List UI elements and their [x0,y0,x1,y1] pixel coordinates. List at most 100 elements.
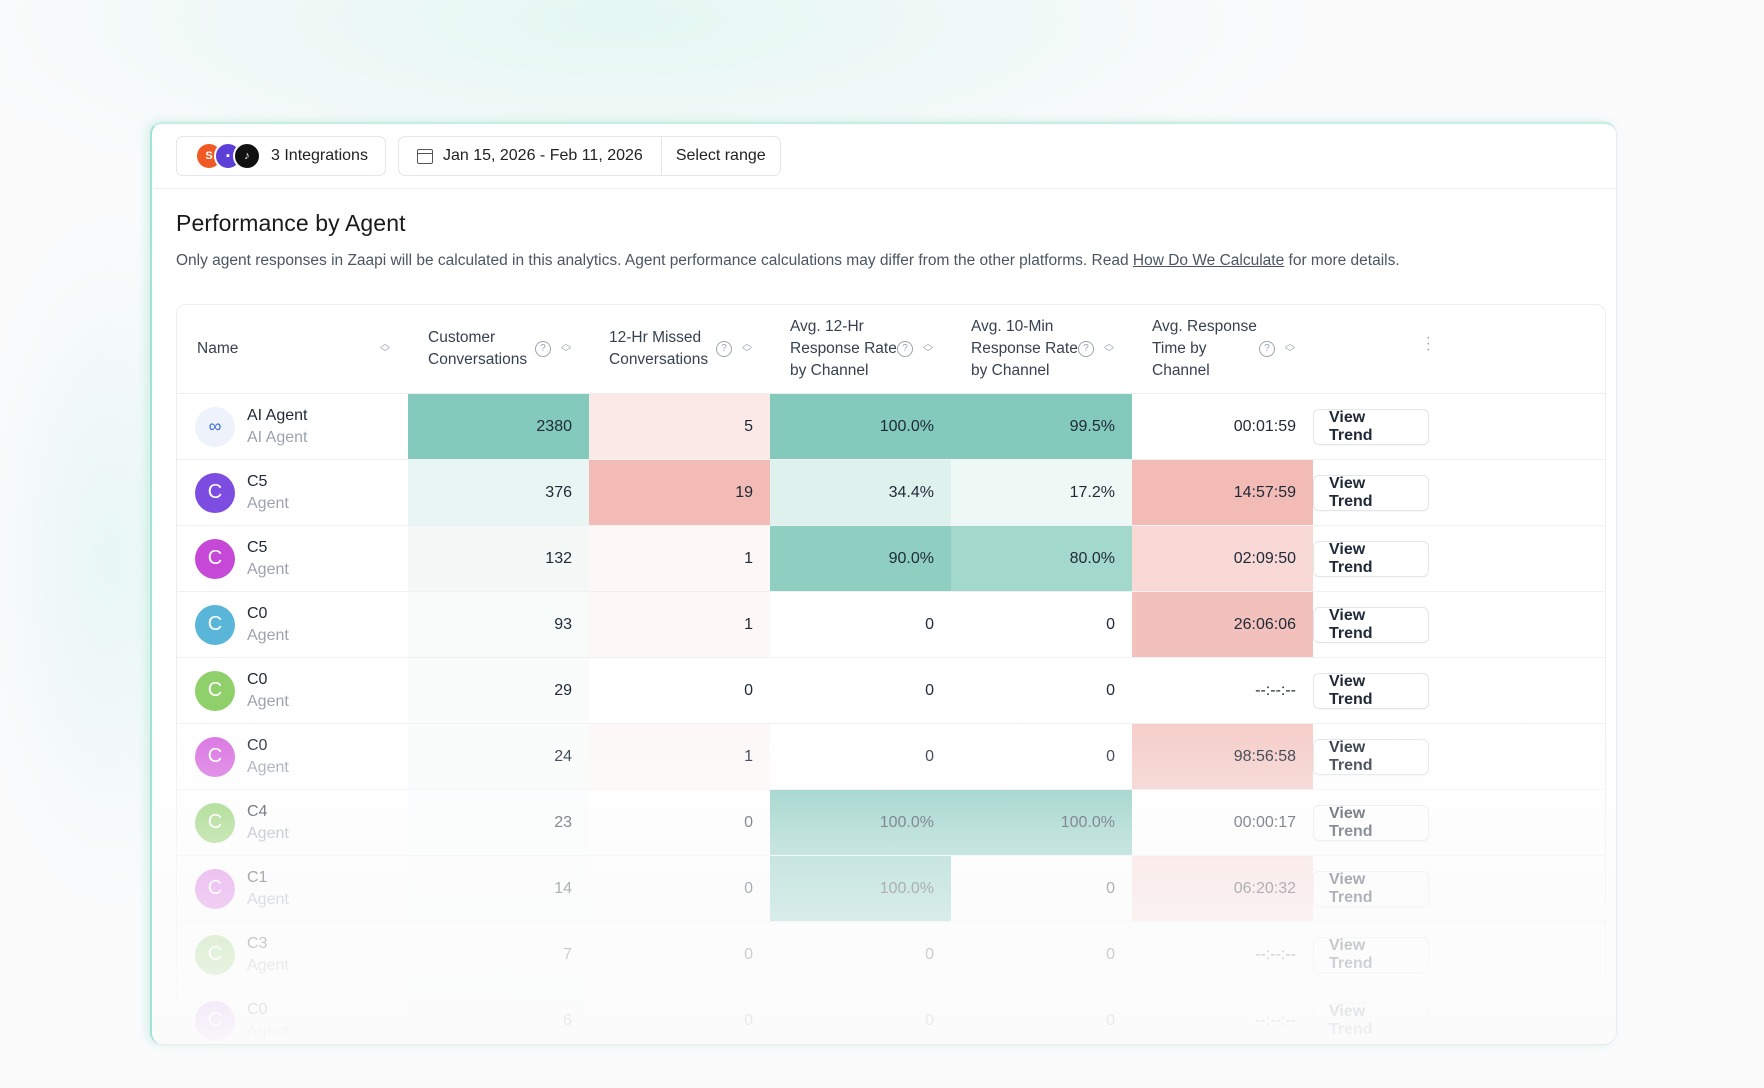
missed-conversations-cell: 0 [589,856,770,921]
column-header-response-rate-12hr[interactable]: Avg. 12-Hr Response Rate by Channel? ︿ ﹀ [770,305,951,393]
view-trend-button[interactable]: View Trend [1313,474,1429,511]
missed-conversations-cell: 0 [589,658,770,723]
integrations-filter-button[interactable]: S ▪ ♪ 3 Integrations [176,136,386,176]
avatar: C [195,934,235,975]
response-rate-12hr-cell: 100.0% [770,856,951,921]
response-time-cell: 26:06:06 [1132,592,1313,657]
column-controls: ︿ ﹀ [380,339,390,359]
table-header: Name ︿ ﹀ Customer Conversations? ︿ ﹀ 12-Hr Mis… [177,305,1605,394]
column-header-customer-conversations[interactable]: Customer Conversations? ︿ ﹀ [408,305,589,393]
agent-role: Agent [247,692,289,710]
date-range-picker[interactable]: Jan 15, 2026 - Feb 11, 2026 Select range [397,136,781,176]
agent-name-block: C3 Agent [247,933,289,977]
agent-role: Agent [247,626,289,644]
avatar: C [195,472,235,513]
view-trend-button[interactable]: View Trend [1313,672,1429,709]
response-rate-10min-cell: 0 [951,856,1132,921]
view-trend-button[interactable]: View Trend [1313,738,1429,775]
response-time-cell: 06:20:32 [1132,856,1313,921]
agent-name-cell: ∞ AI Agent AI Agent [177,394,408,459]
avatar: C [195,670,235,711]
view-trend-button[interactable]: View Trend [1313,540,1429,577]
customer-conversations-cell: 376 [408,460,589,525]
help-icon[interactable]: ? [716,341,732,357]
description-suffix: for more details. [1284,252,1400,269]
view-trend-button[interactable]: View Trend [1313,936,1429,973]
agent-name: C0 [247,1000,268,1018]
missed-conversations-cell: 0 [589,790,770,855]
help-icon[interactable]: ? [897,341,913,357]
response-rate-10min-cell: 100.0% [951,790,1132,855]
view-trend-button[interactable]: View Trend [1313,1002,1429,1039]
table-row: C C5 Agent 132 1 90.0% 80.0% 02:09:50 View Trend [177,526,1605,592]
analytics-card: S ▪ ♪ 3 Integrations Jan 15, 2026 - Feb … [150,122,1616,1044]
response-rate-12hr-cell: 0 [770,922,951,987]
response-time-cell: --:--:-- [1132,658,1313,723]
agent-name-block: C5 Agent [247,471,289,515]
response-time-cell: 02:09:50 [1132,526,1313,591]
agent-name-cell: C C0 Agent [177,592,408,657]
column-header-missed-conversations[interactable]: 12-Hr Missed Conversations? ︿ ﹀ [589,305,770,393]
view-trend-button[interactable]: View Trend [1313,804,1429,841]
table-row: C C0 Agent 6 0 0 0 --:--:-- View Trend [177,988,1605,1044]
column-header-label: 12-Hr Missed Conversations [609,329,709,368]
view-trend-button[interactable]: View Trend [1313,606,1429,643]
sort-icon[interactable]: ︿ ﹀ [923,339,933,359]
response-time-cell: --:--:-- [1132,922,1313,987]
agent-name: C5 [247,538,268,556]
response-rate-10min-cell: 0 [951,592,1132,657]
agent-name-block: C0 Agent [247,603,289,647]
agent-name: C5 [247,472,268,490]
help-icon[interactable]: ? [535,341,551,357]
view-trend-button[interactable]: View Trend [1313,408,1429,445]
missed-conversations-cell: 1 [589,526,770,591]
response-rate-10min-cell: 0 [951,922,1132,987]
column-header-label: Avg. 12-Hr Response Rate by Channel [790,318,897,379]
actions-cell: View Trend [1313,592,1429,657]
agent-role: AI Agent [247,428,308,446]
customer-conversations-cell: 7 [408,922,589,987]
integrations-label: 3 Integrations [271,147,368,164]
customer-conversations-cell: 23 [408,790,589,855]
sort-icon[interactable]: ︿ ﹀ [1104,339,1114,359]
select-range-button[interactable]: Select range [675,147,766,164]
actions-cell: View Trend [1313,988,1429,1044]
agent-name-block: C5 Agent [247,537,289,581]
column-header-response-rate-10min[interactable]: Avg. 10-Min Response Rate by Channel? ︿ ﹀ [951,305,1132,393]
table-row: C C3 Agent 7 0 0 0 --:--:-- View Trend [177,922,1605,988]
customer-conversations-cell: 29 [408,658,589,723]
actions-cell: View Trend [1313,460,1429,525]
agent-name-block: C4 Agent [247,801,289,845]
how-we-calculate-link[interactable]: How Do We Calculate [1132,252,1285,269]
sort-icon[interactable]: ︿ ﹀ [1285,339,1295,359]
column-header-response-time[interactable]: Avg. Response Time by Channel? ︿ ﹀ [1132,305,1313,393]
help-icon[interactable]: ? [1259,341,1275,357]
column-header-name[interactable]: Name ︿ ﹀ [177,305,408,393]
ai-agent-infinity-icon: ∞ [195,406,235,447]
agent-name-block: AI Agent AI Agent [247,405,308,449]
agent-name-cell: C C0 Agent [177,724,408,789]
more-options-icon[interactable]: · · · [1425,329,1431,358]
help-icon[interactable]: ? [1078,341,1094,357]
response-rate-10min-cell: 0 [951,988,1132,1044]
table-row: C C0 Agent 29 0 0 0 --:--:-- View Trend [177,658,1605,724]
date-range-display[interactable]: Jan 15, 2026 - Feb 11, 2026 [399,137,662,175]
avatar: C [195,736,235,777]
sort-icon[interactable]: ︿ ﹀ [742,339,752,359]
actions-cell: View Trend [1313,658,1429,723]
table-row: C C0 Agent 24 1 0 0 98:56:58 View Trend [177,724,1605,790]
sort-icon[interactable]: ︿ ﹀ [380,339,390,359]
actions-cell: View Trend [1313,790,1429,855]
customer-conversations-cell: 2380 [408,394,589,459]
column-header-label: Customer Conversations [428,329,528,368]
table-row: C C1 Agent 14 0 100.0% 0 06:20:32 View Trend [177,856,1605,922]
agent-role: Agent [247,890,289,908]
column-controls: ? ︿ ﹀ [1078,339,1114,359]
customer-conversations-cell: 93 [408,592,589,657]
view-trend-button[interactable]: View Trend [1313,870,1429,907]
table-row: C C5 Agent 376 19 34.4% 17.2% 14:57:59 View Tren… [177,460,1605,526]
sort-icon[interactable]: ︿ ﹀ [561,339,571,359]
column-controls: ? ︿ ﹀ [897,339,933,359]
avatar: C [195,868,235,909]
response-rate-10min-cell: 0 [951,724,1132,789]
